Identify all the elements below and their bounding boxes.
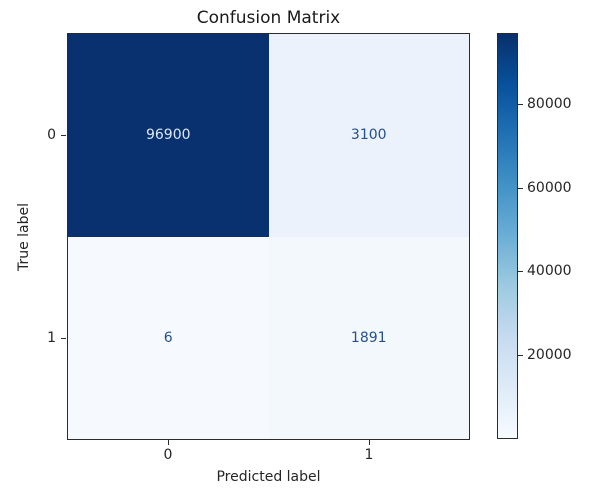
colorbar-tick-mark [518, 271, 523, 273]
colorbar-tick-label: 80000 [527, 95, 572, 112]
colorbar-tick-mark [518, 187, 523, 189]
matrix-cell-r0c0: 96900 [68, 34, 269, 237]
x-axis-label: Predicted label [216, 469, 321, 485]
x-axis-tick-mark [168, 440, 169, 445]
chart-title: Confusion Matrix [196, 8, 341, 28]
colorbar-tick-label: 20000 [527, 347, 572, 364]
colorbar-tick-label: 40000 [527, 263, 572, 280]
colorbar [497, 33, 518, 439]
y-axis-tick-mark [61, 135, 66, 136]
y-axis-label: True label [16, 202, 32, 272]
matrix-cell-r0c1: 3100 [268, 34, 469, 237]
x-tick-label-0: 0 [163, 447, 173, 463]
x-axis-tick-mark [369, 440, 370, 445]
colorbar-tick-mark [518, 355, 523, 357]
matrix-cell-r1c0: 6 [68, 236, 269, 439]
heatmap-plot: 96900 3100 6 1891 [67, 33, 470, 440]
colorbar-tick-mark [518, 103, 523, 105]
y-tick-label-1: 1 [47, 330, 56, 346]
y-tick-label-0: 0 [47, 127, 56, 143]
y-axis-tick-mark [61, 338, 66, 339]
x-tick-label-1: 1 [364, 447, 374, 463]
colorbar-tick-label: 60000 [527, 179, 572, 196]
matrix-cell-r1c1: 1891 [268, 236, 469, 439]
